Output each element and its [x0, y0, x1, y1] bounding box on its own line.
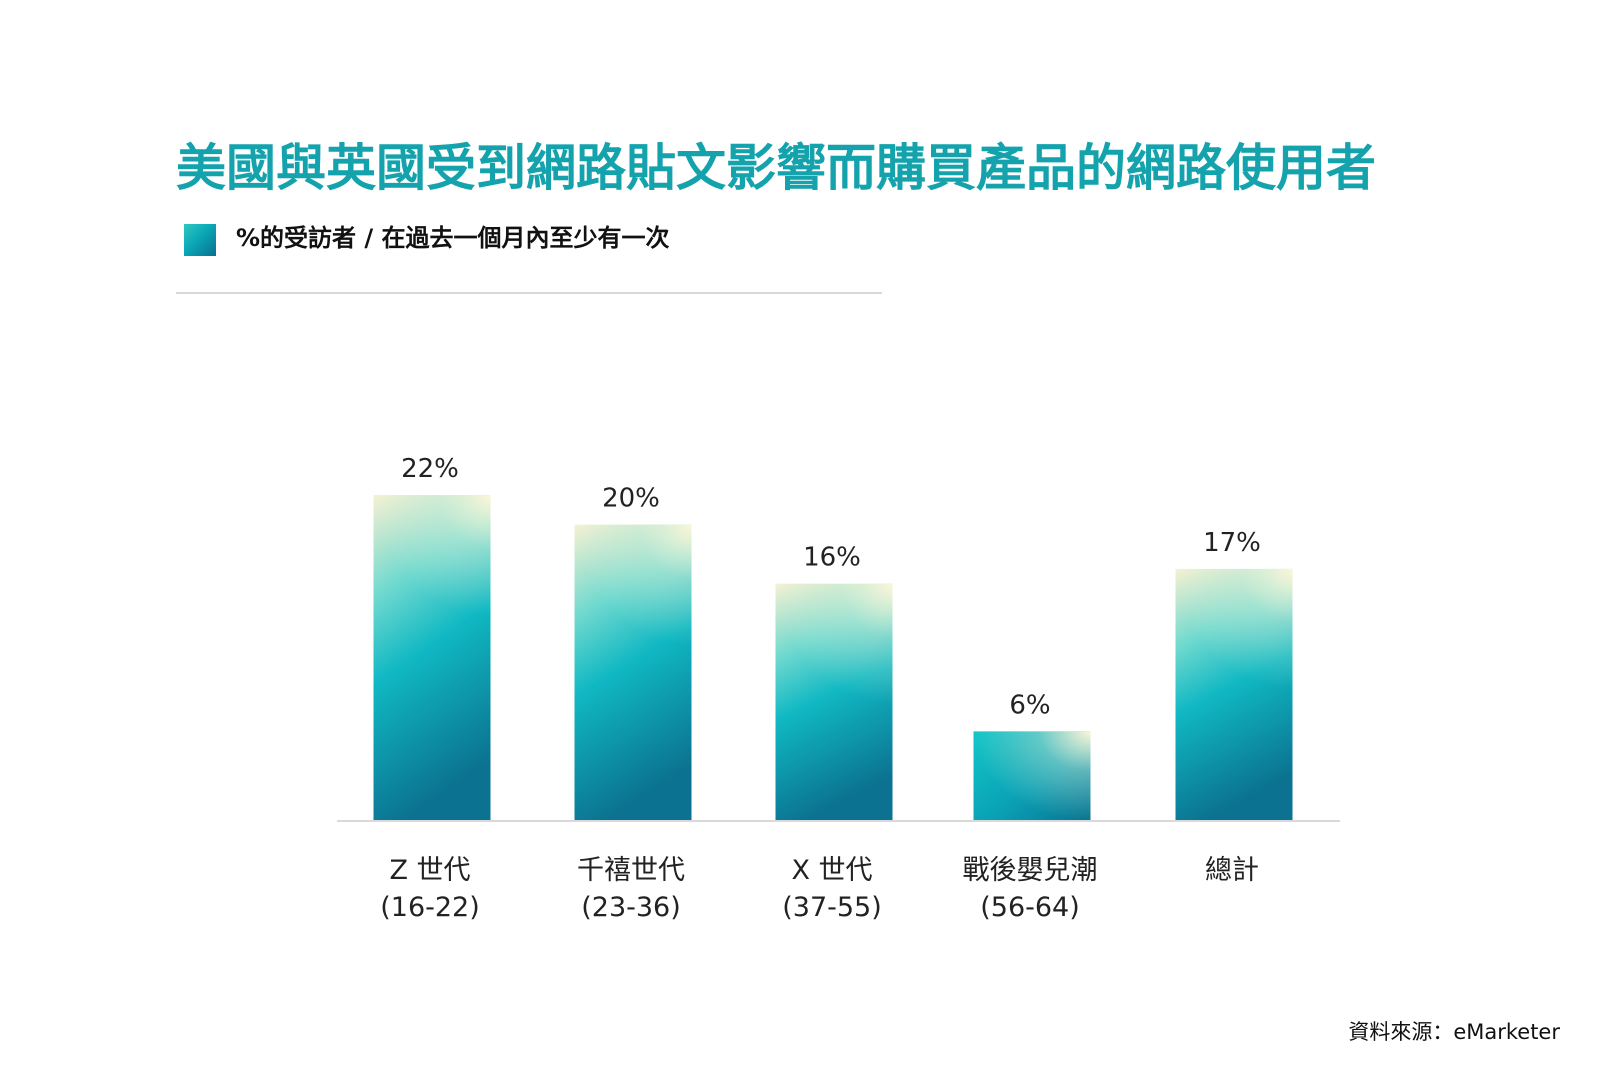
- legend-swatch: [184, 224, 216, 256]
- bar-highlight-5: [1175, 568, 1293, 689]
- category-label-5: 總計: [1205, 855, 1259, 886]
- bar-highlight-4: [973, 731, 1091, 820]
- value-label-3: 16%: [803, 543, 861, 573]
- bar-highlight-2: [574, 524, 692, 645]
- category-label-1: Z 世代: [389, 855, 470, 886]
- value-label-5: 17%: [1203, 528, 1261, 558]
- category-sublabel-1: (16-22): [380, 892, 480, 923]
- category-sublabel-3: (37-55): [782, 892, 882, 923]
- legend-label: %的受訪者 / 在過去一個月內至少有一次: [236, 224, 670, 252]
- bar-highlight-3: [775, 583, 893, 704]
- category-label-2: 千禧世代: [577, 855, 685, 886]
- value-label-2: 20%: [602, 484, 660, 514]
- bar-highlight-1: [373, 495, 491, 616]
- value-label-1: 22%: [401, 454, 459, 484]
- category-label-4: 戰後嬰兒潮: [963, 855, 1098, 886]
- category-sublabel-2: (23-36): [581, 892, 681, 923]
- value-label-4: 6%: [1009, 690, 1050, 720]
- chart-title: 美國與英國受到網路貼文影響而購買產品的網路使用者: [176, 139, 1376, 197]
- category-label-3: X 世代: [791, 855, 872, 886]
- divider: [176, 292, 882, 294]
- source-note: 資料來源：eMarketer: [1348, 1020, 1560, 1044]
- category-sublabel-4: (56-64): [980, 892, 1080, 923]
